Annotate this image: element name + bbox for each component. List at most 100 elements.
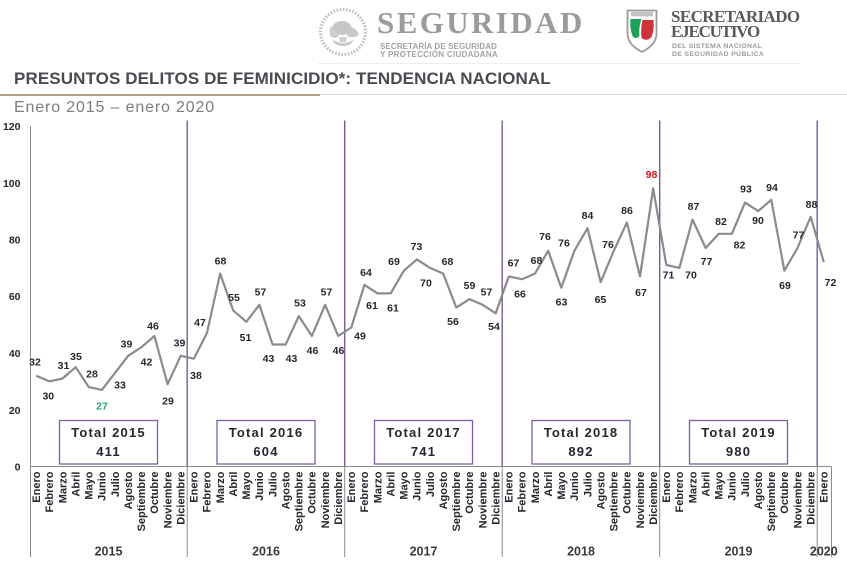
svg-text:94: 94 [766,182,778,194]
svg-text:61: 61 [366,300,378,312]
svg-text:77: 77 [793,230,805,242]
svg-text:67: 67 [635,287,647,299]
svg-text:Enero: Enero [661,471,673,502]
svg-text:35: 35 [70,351,82,363]
svg-text:Febrero: Febrero [359,471,371,512]
svg-text:56: 56 [447,316,459,328]
svg-text:Febrero: Febrero [202,471,214,512]
svg-text:411: 411 [96,444,121,459]
svg-text:Julio: Julio [110,471,122,497]
svg-text:Julio: Julio [425,471,437,497]
svg-text:31: 31 [58,360,70,372]
svg-text:70: 70 [420,278,432,290]
svg-text:46: 46 [333,345,345,357]
svg-text:Marzo: Marzo [215,471,227,503]
svg-text:39: 39 [174,338,186,350]
svg-text:Agosto: Agosto [123,471,135,509]
svg-text:51: 51 [240,332,252,344]
svg-text:Octubre: Octubre [307,472,319,514]
svg-text:Septiembre: Septiembre [294,472,306,532]
svg-text:Noviembre: Noviembre [320,472,332,529]
svg-text:Diciembre: Diciembre [333,472,345,525]
svg-text:64: 64 [360,267,372,279]
svg-text:68: 68 [215,256,227,268]
svg-text:Junio: Junio [569,471,581,501]
svg-text:Agosto: Agosto [753,471,765,509]
svg-text:Marzo: Marzo [372,471,384,503]
svg-text:32: 32 [29,357,41,369]
svg-text:Total 2015: Total 2015 [71,425,146,440]
svg-text:Enero: Enero [189,471,201,502]
svg-text:72: 72 [825,277,837,289]
svg-text:Marzo: Marzo [530,471,542,503]
svg-text:120: 120 [3,121,21,133]
svg-text:67: 67 [508,258,520,270]
svg-text:Enero: Enero [504,471,516,502]
svg-text:892: 892 [568,444,593,459]
svg-text:68: 68 [442,256,454,268]
svg-text:Abril: Abril [71,472,83,497]
svg-text:Agosto: Agosto [438,471,450,509]
svg-text:38: 38 [190,370,202,382]
svg-text:Julio: Julio [582,471,594,497]
svg-text:Abril: Abril [228,472,240,497]
svg-text:Mayo: Mayo [399,471,411,499]
svg-text:43: 43 [263,353,275,365]
svg-text:59: 59 [464,280,476,292]
svg-text:Diciembre: Diciembre [648,472,660,525]
svg-text:76: 76 [558,238,570,250]
svg-text:Septiembre: Septiembre [451,472,463,532]
svg-text:Junio: Junio [412,471,424,501]
svg-text:Agosto: Agosto [596,471,608,509]
svg-text:Febrero: Febrero [44,471,56,512]
svg-text:100: 100 [3,178,21,190]
svg-text:Mayo: Mayo [241,471,253,499]
svg-text:87: 87 [688,201,700,213]
svg-text:28: 28 [86,369,98,381]
svg-text:30: 30 [42,391,54,403]
svg-text:Abril: Abril [543,472,555,497]
svg-text:43: 43 [286,353,298,365]
svg-text:Febrero: Febrero [674,471,686,512]
svg-text:Mayo: Mayo [714,471,726,499]
svg-text:68: 68 [531,255,543,267]
svg-text:Marzo: Marzo [687,471,699,503]
svg-text:2018: 2018 [567,545,595,559]
svg-text:71: 71 [663,270,675,282]
svg-text:84: 84 [582,210,594,222]
svg-text:88: 88 [806,199,818,211]
svg-text:66: 66 [514,289,526,301]
svg-text:Septiembre: Septiembre [136,472,148,532]
svg-text:Junio: Junio [254,471,266,501]
svg-text:Enero: Enero [31,471,43,502]
svg-text:Mayo: Mayo [556,471,568,499]
svg-text:2020: 2020 [810,545,838,559]
svg-text:29: 29 [162,396,174,408]
svg-text:39: 39 [121,339,133,351]
svg-text:Noviembre: Noviembre [635,472,647,529]
svg-text:Junio: Junio [97,471,109,501]
svg-text:2016: 2016 [252,545,280,559]
svg-text:Agosto: Agosto [281,471,293,509]
svg-text:Total 2019: Total 2019 [701,425,776,440]
svg-text:60: 60 [9,291,21,303]
svg-text:53: 53 [294,298,306,310]
svg-text:Septiembre: Septiembre [766,472,778,532]
svg-text:27: 27 [96,401,108,413]
svg-text:70: 70 [685,270,697,282]
svg-text:Octubre: Octubre [149,472,161,514]
svg-text:Septiembre: Septiembre [609,472,621,532]
svg-text:61: 61 [387,303,399,315]
svg-text:2017: 2017 [410,545,438,559]
svg-text:73: 73 [411,241,423,253]
svg-text:40: 40 [9,348,21,360]
svg-text:69: 69 [388,256,400,268]
svg-text:90: 90 [752,215,764,227]
svg-text:980: 980 [726,444,751,459]
svg-text:Diciembre: Diciembre [806,472,818,525]
svg-text:98: 98 [646,169,658,181]
svg-text:Mayo: Mayo [84,471,96,499]
svg-text:604: 604 [253,444,278,459]
svg-text:55: 55 [228,292,240,304]
svg-text:57: 57 [255,287,267,299]
